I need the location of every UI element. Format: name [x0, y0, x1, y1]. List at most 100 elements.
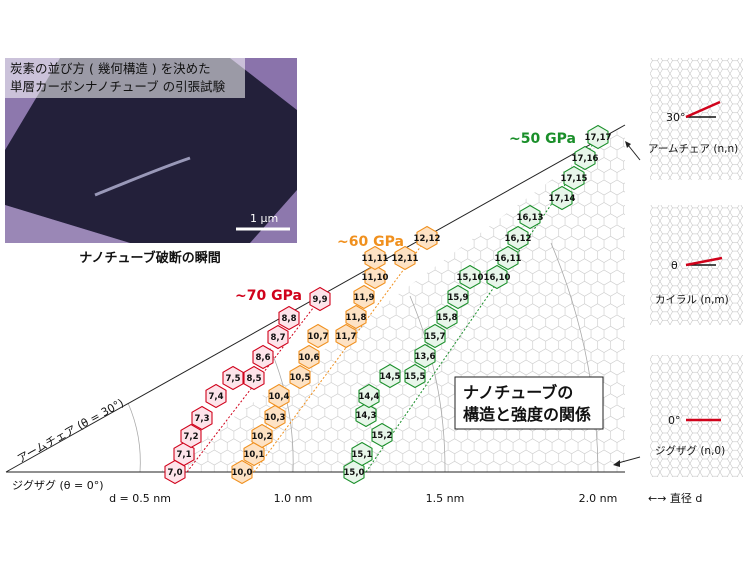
chirality-hexagon: [351, 441, 373, 467]
chirality-label: 17,16: [572, 154, 599, 164]
chirality-hexagon: [335, 323, 357, 349]
chirality-hexagon: [459, 264, 481, 290]
chirality-label: 10,1: [244, 450, 265, 460]
chirality-label: 8,7: [270, 333, 285, 343]
chirality-label: 11,10: [362, 273, 389, 283]
chirality-hexagon: [587, 124, 609, 150]
chirality-hexagon: [243, 365, 265, 391]
chirality-label: 15,10: [457, 273, 484, 283]
chirality-hexagon: [191, 405, 213, 431]
chirality-hexagon: [551, 185, 573, 211]
chirality-hexagon: [180, 423, 202, 449]
chirality-hexagon: [497, 245, 519, 271]
chirality-label: 12,12: [414, 234, 441, 244]
chirality-hexagon: [343, 459, 365, 485]
chirality-label: 17,15: [561, 174, 588, 184]
chirality-label: 10,6: [299, 353, 320, 363]
chirality-label: 14,3: [356, 411, 377, 421]
chirality-hexagon: [298, 344, 320, 370]
chirality-label: 10,5: [290, 373, 311, 383]
chirality-hexagon: [252, 344, 274, 370]
chirality-hexagon: [416, 225, 438, 251]
chirality-hexagon: [379, 363, 401, 389]
chirality-hexagon: [424, 323, 446, 349]
chirality-hexagon: [436, 304, 458, 330]
side-panel-zigzag: 0° ジグザグ (n,0): [650, 355, 743, 477]
chirality-label: 13,6: [415, 352, 436, 362]
tensile-test-photo: 炭素の並び方 ( 幾何構造 ) を決めた 単層カーボンナノチューブ の引張試験 …: [5, 58, 297, 243]
chirality-label: 7,4: [208, 392, 223, 402]
chirality-hexagon: [574, 145, 596, 171]
chirality-label: 15,7: [425, 332, 446, 342]
chirality-label: 7,0: [167, 468, 182, 478]
chirality-hexagon: [164, 459, 186, 485]
chirality-hexagon: [353, 284, 375, 310]
chirality-label: 11,8: [346, 313, 367, 323]
chirality-label: 15,5: [405, 372, 426, 382]
chirality-label: 14,5: [380, 372, 401, 382]
chirality-label: 10,7: [308, 332, 329, 342]
chirality-label: 7,1: [176, 450, 191, 460]
chirality-hexagon: [264, 404, 286, 430]
side-label-zigzag: ジグザグ (n,0): [655, 444, 725, 457]
chirality-hexagon: [345, 304, 367, 330]
chirality-label: 11,7: [336, 332, 357, 342]
chirality-hexagon: [364, 245, 386, 271]
chirality-label: 7,2: [183, 432, 198, 442]
diameter-note: ←→ 直径 d: [648, 491, 702, 505]
chirality-label: 10,4: [269, 392, 290, 402]
chirality-label: 11,11: [362, 254, 389, 264]
chirality-hexagon: [278, 305, 300, 331]
chirality-hexagon: [307, 323, 329, 349]
chirality-label: 16,13: [517, 213, 544, 223]
chain-guide-line: [253, 237, 428, 473]
chain-group-1: 10,0 10,1 10,2 10,3 10,410,5 10,6 10,7 11,7 11,8…: [231, 225, 441, 485]
zigzag-axis-label: ジグザグ (θ = 0°): [12, 478, 104, 492]
chirality-hexagon: [205, 383, 227, 409]
diameter-arcs: [127, 242, 599, 473]
chirality-hexagon: [173, 441, 195, 467]
pointer-arrowhead-zigzag: [613, 460, 620, 467]
title-line1: ナノチューブの: [463, 383, 573, 402]
chirality-label: 12,11: [392, 254, 419, 264]
scale-bar-label: 1 μm: [250, 212, 278, 225]
side-angle-zigzag: 0°: [668, 414, 681, 427]
side-panel-chiral: θ カイラル (n,m): [650, 205, 743, 325]
pointer-arrowhead-armchair: [625, 141, 631, 148]
diameter-tick-2-0: 2.0 nm: [579, 492, 618, 505]
chirality-label: 8,6: [255, 353, 270, 363]
chirality-label: 15,0: [344, 468, 365, 478]
chirality-label: 17,14: [549, 194, 576, 204]
chirality-hexagon: [507, 225, 529, 251]
chirality-hexagon: [358, 383, 380, 409]
chirality-hexagon: [404, 363, 426, 389]
chirality-label: 16,10: [484, 273, 511, 283]
chirality-hexagon: [486, 264, 508, 290]
chirality-label: 15,2: [372, 431, 393, 441]
side-panel-armchair: 30° アームチェア (n,n): [648, 58, 743, 180]
armchair-axis-label: アームチェア (θ = 30°): [15, 396, 126, 465]
chain-group-0: 7,0 7,1 7,2 7,3 7,47,5 8,5 8,68,7 8,8 9,9: [164, 286, 331, 485]
chirality-label: 7,3: [194, 414, 209, 424]
chain-group-2: 15,0 15,1 15,2 14,3 14,414,5 15,5 13,6 15,7 15,8…: [343, 124, 612, 485]
chirality-hexagon: [222, 365, 244, 391]
side-angle-armchair: 30°: [666, 111, 686, 124]
side-label-chiral: カイラル (n,m): [655, 294, 729, 306]
chirality-hexagon: [447, 284, 469, 310]
diameter-tick-1-5: 1.5 nm: [426, 492, 465, 505]
chirality-label: 10,0: [232, 468, 253, 478]
chirality-label: 10,2: [252, 432, 273, 442]
chirality-hexagon: [355, 402, 377, 428]
title-box: ナノチューブの 構造と強度の関係: [454, 376, 604, 430]
strength-label-50: ~50 GPa: [509, 131, 576, 147]
photo-label: ナノチューブ破断の瞬間: [79, 250, 221, 266]
diameter-tick-0-5: d = 0.5 nm: [109, 492, 171, 505]
chirality-label: 16,11: [495, 254, 522, 264]
chirality-hexagon: [563, 165, 585, 191]
chirality-label: 14,4: [359, 392, 380, 402]
chirality-hexagon: [243, 441, 265, 467]
chirality-label: 16,12: [505, 234, 532, 244]
chirality-hexagon: [251, 423, 273, 449]
pointer-arrow-armchair: [627, 144, 641, 161]
photo-caption-line1: 炭素の並び方 ( 幾何構造 ) を決めた: [10, 61, 211, 76]
